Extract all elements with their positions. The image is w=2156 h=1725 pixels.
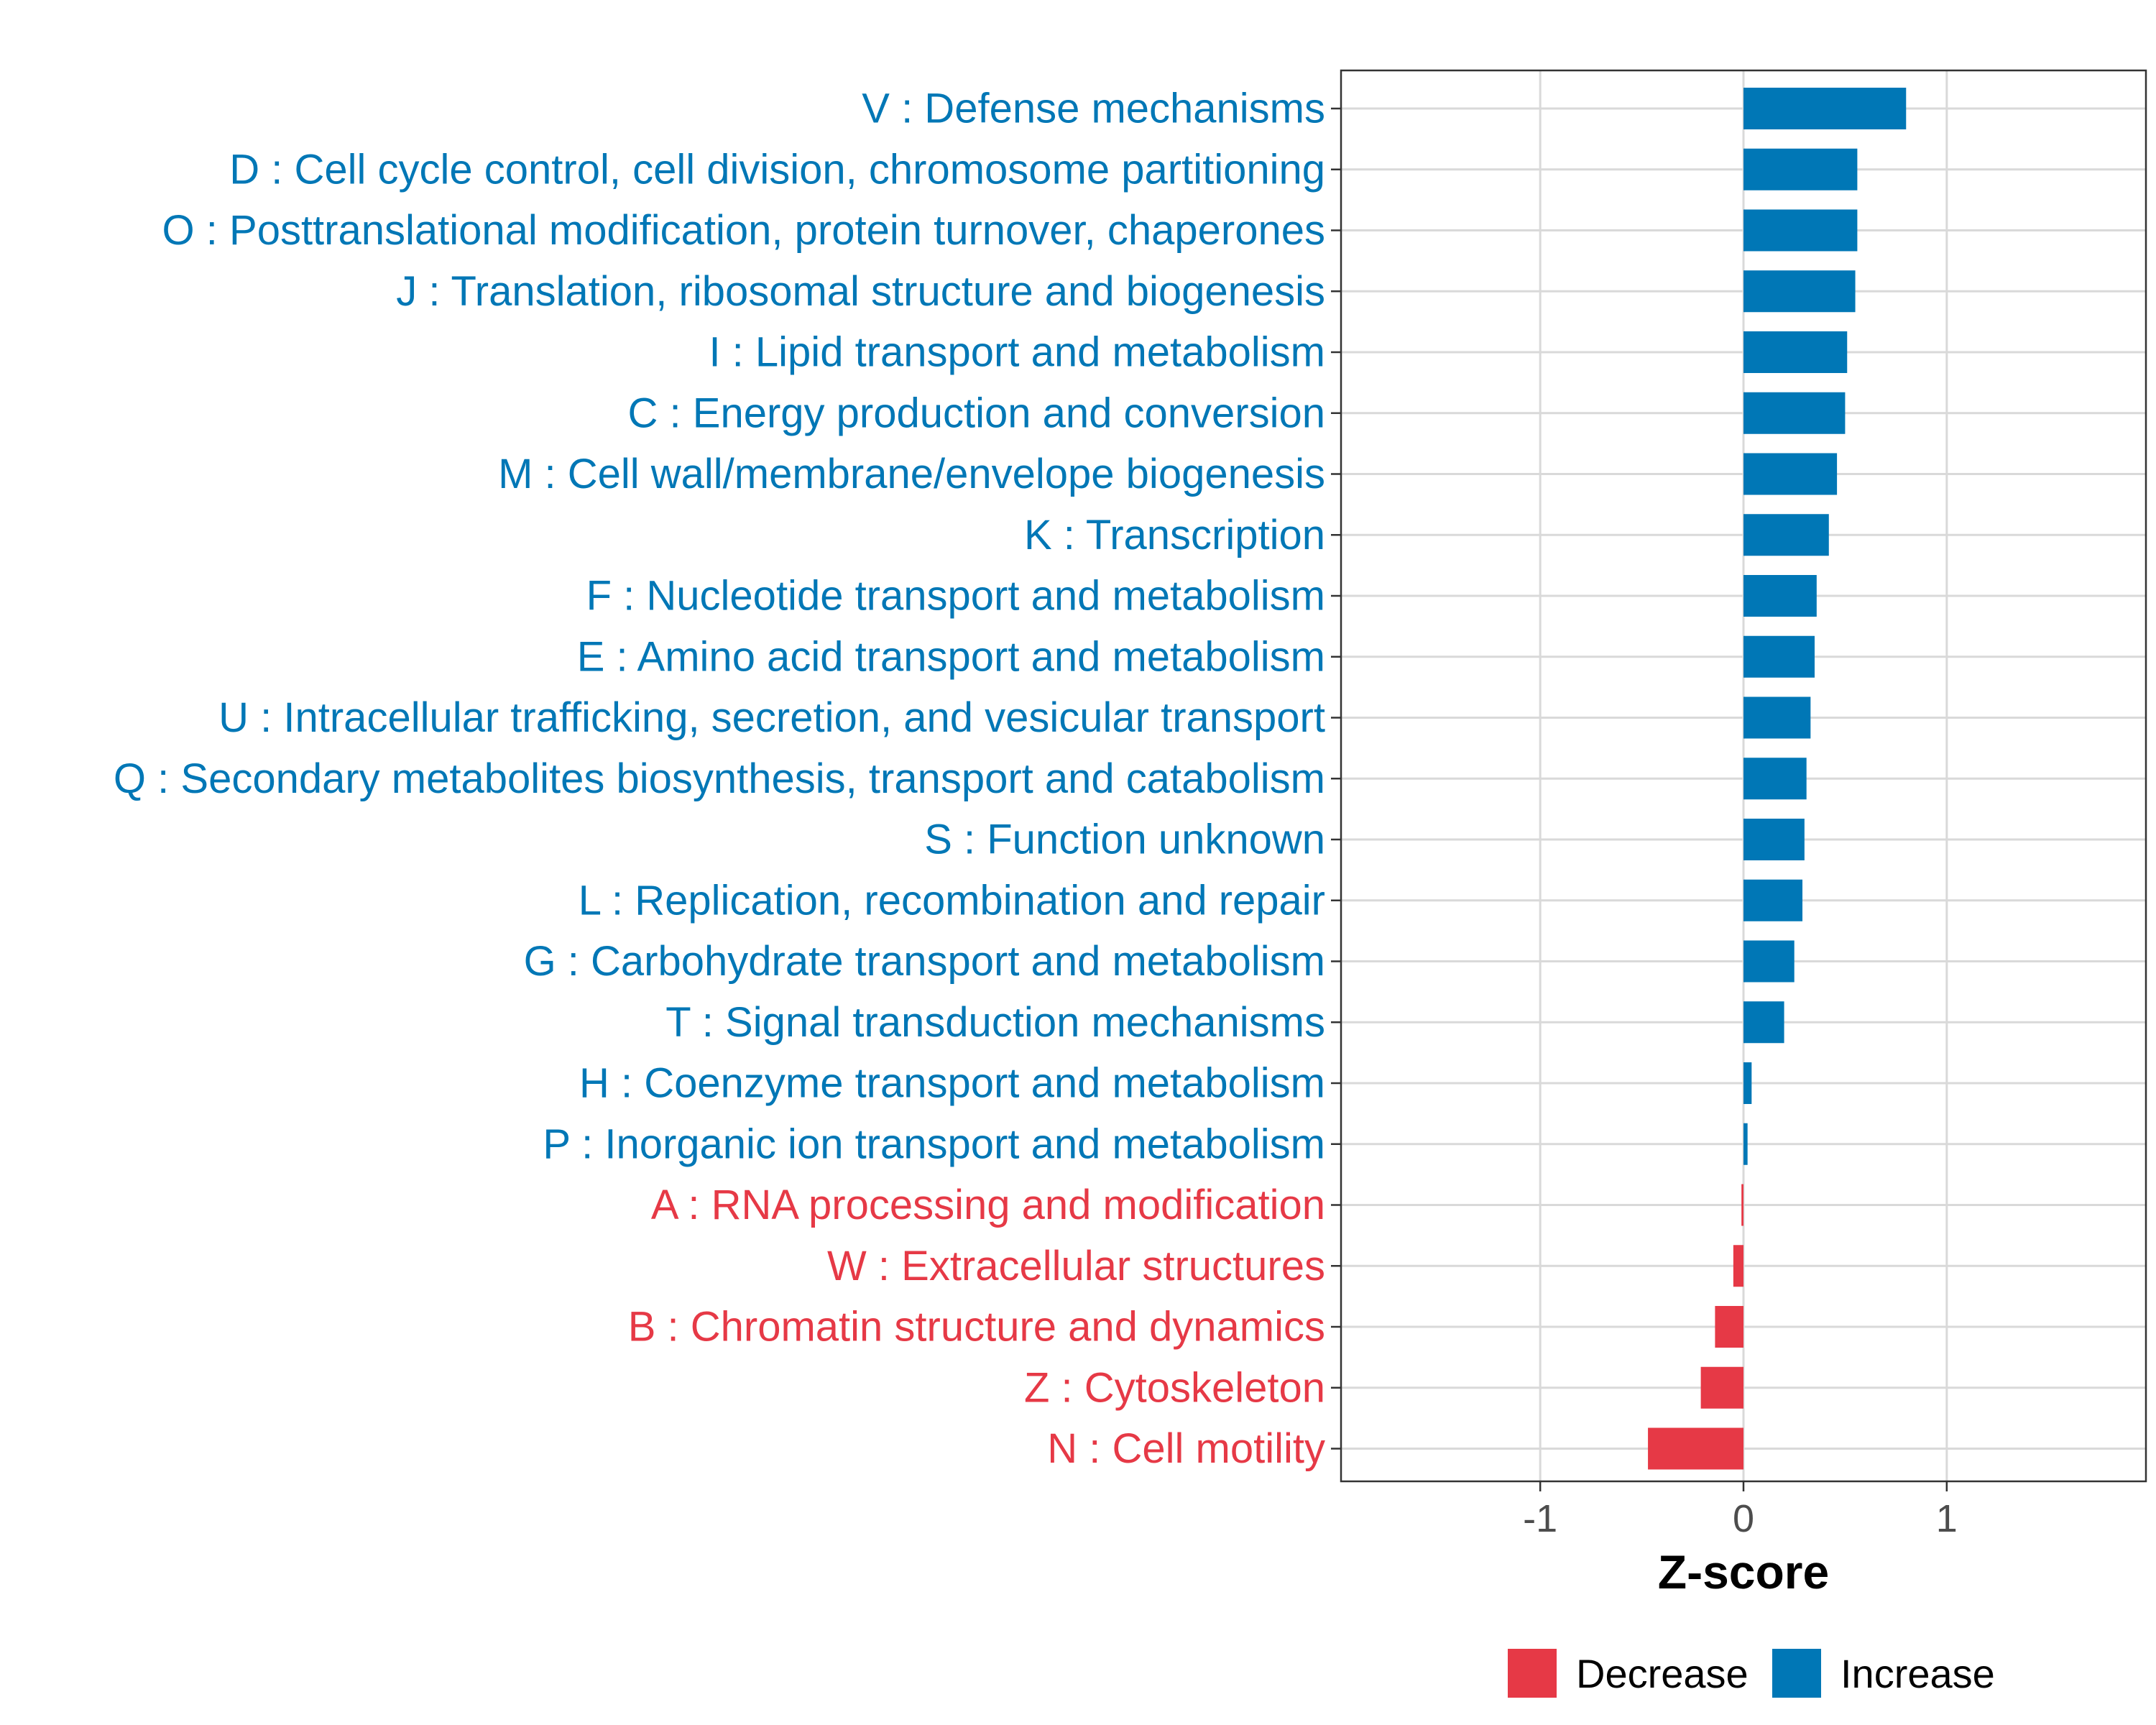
- category-label: K : Transcription: [1024, 512, 1325, 558]
- x-tick-label: 0: [1733, 1497, 1754, 1540]
- x-tick-label: -1: [1523, 1497, 1557, 1540]
- y-axis-ticks: [1331, 107, 1341, 1450]
- category-label: H : Coenzyme transport and metabolism: [579, 1060, 1325, 1107]
- bar: [1743, 148, 1858, 190]
- bar: [1743, 819, 1805, 860]
- legend: Decrease Increase: [1508, 1649, 1995, 1698]
- bars: [1648, 88, 1907, 1470]
- category-label: Z : Cytoskeleton: [1024, 1364, 1325, 1411]
- category-label: L : Replication, recombination and repai…: [579, 877, 1325, 924]
- bar: [1743, 696, 1811, 739]
- category-label: V : Defense mechanisms: [862, 86, 1325, 132]
- category-label: O : Posttranslational modification, prot…: [162, 207, 1325, 254]
- category-label: F : Nucleotide transport and metabolism: [586, 573, 1325, 620]
- x-axis-title: Z-score: [1658, 1545, 1829, 1598]
- bar: [1743, 1001, 1784, 1044]
- category-label: W : Extracellular structures: [827, 1243, 1325, 1289]
- category-label: J : Translation, ribosomal structure and…: [396, 268, 1325, 315]
- category-label: I : Lipid transport and metabolism: [709, 329, 1325, 376]
- bar: [1733, 1245, 1743, 1287]
- category-labels: V : Defense mechanisms D : Cell cycle con…: [114, 86, 1325, 1473]
- legend-label-increase: Increase: [1841, 1651, 1995, 1696]
- category-label: P : Inorganic ion transport and metaboli…: [543, 1121, 1325, 1167]
- category-label: E : Amino acid transport and metabolism: [577, 633, 1325, 680]
- category-label: Q : Secondary metabolites biosynthesis, …: [114, 755, 1325, 802]
- category-label: G : Carbohydrate transport and metabolis…: [524, 938, 1325, 985]
- bar: [1743, 453, 1838, 495]
- bar: [1743, 392, 1846, 434]
- category-label: C : Energy production and conversion: [628, 390, 1325, 436]
- legend-key-increase: [1772, 1649, 1821, 1698]
- category-label: S : Function unknown: [924, 816, 1325, 863]
- x-axis-ticks: -1 0 1: [1523, 1481, 1958, 1540]
- bar: [1700, 1366, 1743, 1409]
- category-label: U : Intracellular trafficking, secretion…: [218, 694, 1325, 741]
- bar: [1743, 758, 1807, 800]
- bar: [1743, 514, 1829, 556]
- x-tick-label: 1: [1936, 1497, 1958, 1540]
- bar: [1743, 575, 1817, 617]
- category-label: D : Cell cycle control, cell division, c…: [229, 146, 1325, 193]
- bar: [1743, 88, 1907, 129]
- bar: [1743, 270, 1856, 313]
- bar: [1741, 1184, 1743, 1226]
- bar: [1715, 1306, 1743, 1348]
- category-label: N : Cell motility: [1047, 1425, 1325, 1472]
- category-label: B : Chromatin structure and dynamics: [628, 1304, 1325, 1351]
- bar: [1743, 940, 1795, 983]
- bar: [1743, 1123, 1748, 1165]
- bar: [1743, 209, 1858, 252]
- category-label: A : RNA processing and modification: [651, 1182, 1325, 1228]
- legend-key-decrease: [1508, 1649, 1557, 1698]
- bar: [1743, 635, 1815, 678]
- category-label: T : Signal transduction mechanisms: [665, 999, 1325, 1046]
- category-label: M : Cell wall/membrane/envelope biogenes…: [498, 451, 1325, 497]
- bar: [1648, 1427, 1743, 1470]
- bar: [1743, 879, 1803, 921]
- legend-label-decrease: Decrease: [1576, 1651, 1749, 1696]
- bar: [1743, 331, 1848, 373]
- bar: [1743, 1062, 1752, 1104]
